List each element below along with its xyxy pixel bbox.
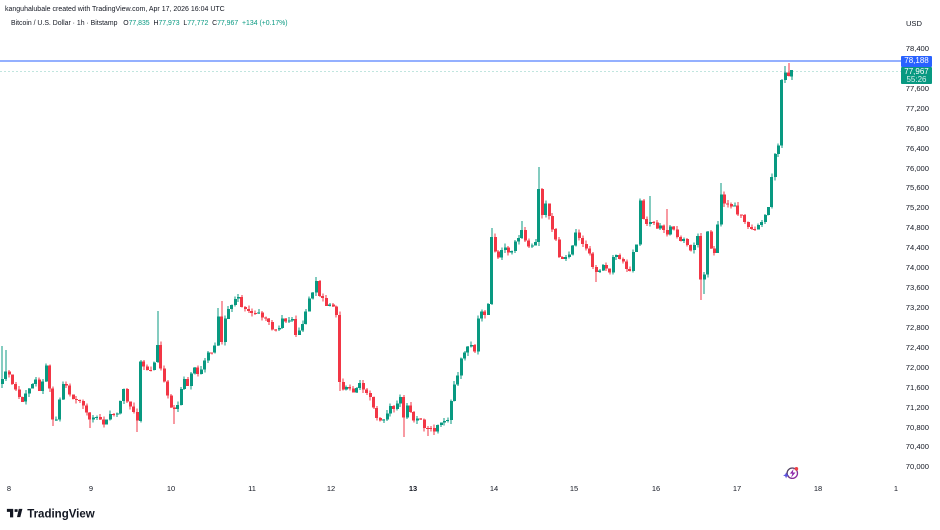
svg-text:TradingView: TradingView: [27, 509, 95, 521]
